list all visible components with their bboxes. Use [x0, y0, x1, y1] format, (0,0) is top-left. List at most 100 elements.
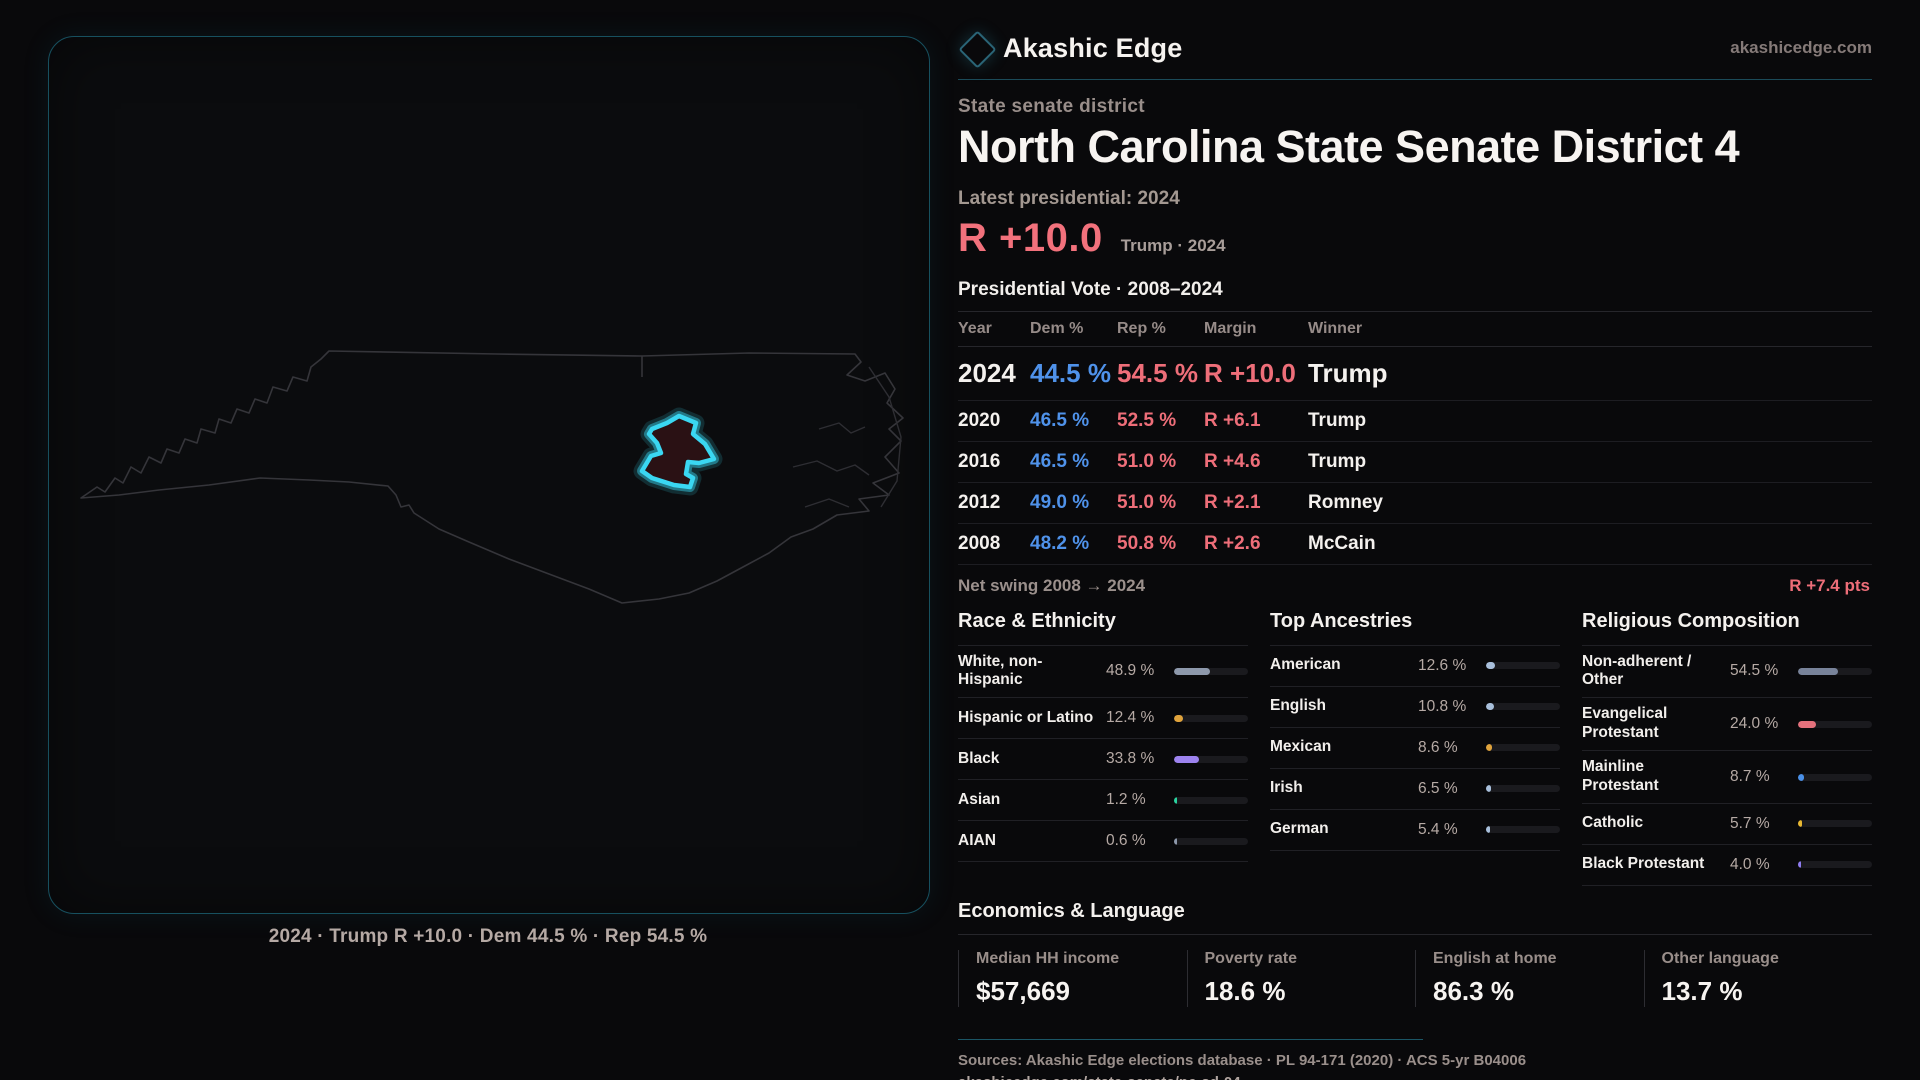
demo-column-race: Race & Ethnicity White, non-Hispanic 48.…: [958, 608, 1248, 886]
table-row: 2016 46.5 % 51.0 % R +4.6 Trump: [958, 442, 1872, 483]
cell-year: 2008: [958, 532, 1001, 554]
cell-year: 2020: [958, 409, 1001, 431]
district-type-eyebrow: State senate district: [958, 96, 1145, 117]
vote-table-title: Presidential Vote · 2008–2024: [958, 278, 1223, 300]
demo-label: English: [1270, 697, 1326, 715]
list-item: Non-adherent / Other 54.5 %: [1582, 646, 1872, 699]
vote-table: Year Dem % Rep % Margin Winner 2024 44.5…: [958, 310, 1872, 565]
cell-rep: 50.8 %: [1117, 532, 1177, 554]
district-detail-panel: Akashic Edge akashicedge.com State senat…: [958, 26, 1872, 1080]
demo-value: 6.5 %: [1418, 779, 1458, 797]
footer-url[interactable]: akashicedge.com/state-senate/nc-sd-04: [958, 1074, 1872, 1080]
demo-label: Hispanic or Latino: [958, 708, 1094, 726]
cell-winner: Trump: [1308, 409, 1367, 431]
domain-link[interactable]: akashicedge.com: [1730, 38, 1872, 57]
list-item: Evangelical Protestant 24.0 %: [1582, 698, 1872, 752]
demo-column-religion: Religious Composition Non-adherent / Oth…: [1582, 608, 1872, 886]
demo-section-title: Top Ancestries: [1270, 609, 1413, 632]
cell-margin: R +4.6: [1204, 450, 1261, 472]
stat-block: Poverty rate 18.6 %: [1186, 949, 1416, 1007]
list-item: Catholic 5.7 %: [1582, 804, 1872, 845]
demo-column-ancestry: Top Ancestries American 12.6 % English 1…: [1270, 608, 1560, 886]
demo-value: 5.4 %: [1418, 820, 1458, 838]
demo-value: 54.5 %: [1730, 662, 1779, 680]
demo-value: 12.6 %: [1418, 656, 1467, 674]
footer-divider: [958, 1038, 1423, 1040]
stat-block: English at home 86.3 %: [1415, 949, 1644, 1007]
cell-rep: 52.5 %: [1117, 409, 1177, 431]
cell-dem: 46.5 %: [1030, 450, 1090, 472]
table-row: 2012 49.0 % 51.0 % R +2.1 Romney: [958, 483, 1872, 524]
footer: Sources: Akashic Edge elections database…: [958, 1038, 1872, 1080]
column-header-margin: Margin: [1204, 319, 1257, 337]
page-title: North Carolina State Senate District 4: [958, 121, 1740, 172]
demo-label: Asian: [958, 790, 1001, 808]
demo-bar: [1174, 837, 1248, 845]
cell-dem: 49.0 %: [1030, 491, 1090, 513]
stat-label: Median HH income: [976, 949, 1120, 967]
cell-rep: 51.0 %: [1117, 491, 1177, 513]
demo-bar: [1798, 720, 1872, 728]
district-shape[interactable]: [633, 407, 723, 496]
cell-margin: R +2.6: [1204, 532, 1261, 554]
demo-bar: [1798, 820, 1872, 828]
demo-section-title: Religious Composition: [1582, 609, 1800, 632]
stat-value: 86.3 %: [1433, 975, 1514, 1006]
cell-dem: 48.2 %: [1030, 532, 1090, 554]
demo-label: German: [1270, 820, 1329, 838]
stat-label: Other language: [1661, 949, 1779, 967]
stat-block: Median HH income $57,669: [958, 949, 1187, 1007]
demo-value: 0.6 %: [1106, 832, 1146, 850]
demo-bar: [1174, 714, 1248, 722]
demo-value: 48.9 %: [1106, 662, 1155, 680]
cell-year: 2024: [958, 357, 1016, 388]
cell-year: 2012: [958, 491, 1001, 513]
demo-label: Mainline Protestant: [1582, 758, 1659, 795]
demo-bar: [1798, 667, 1872, 675]
margin-subtitle: Trump · 2024: [1120, 235, 1226, 255]
column-header-winner: Winner: [1308, 319, 1363, 337]
demo-label: Irish: [1270, 779, 1303, 797]
list-item: Asian 1.2 %: [958, 780, 1248, 822]
list-item: Black 33.8 %: [958, 739, 1248, 781]
demo-label: Black: [958, 749, 1000, 767]
column-header-year: Year: [958, 319, 992, 337]
net-swing-label: Net swing 2008 → 2024: [958, 575, 1146, 595]
list-item: German 5.4 %: [1270, 810, 1560, 851]
cell-dem: 46.5 %: [1030, 409, 1090, 431]
demo-bar: [1486, 662, 1560, 669]
nc-state-map: [80, 350, 904, 604]
margin-value: R +10.0: [958, 215, 1103, 260]
column-header-rep: Rep %: [1117, 319, 1166, 337]
header-divider: [958, 79, 1872, 80]
column-header-dem: Dem %: [1030, 319, 1084, 337]
demo-bar: [1174, 755, 1248, 763]
cell-year: 2016: [958, 450, 1001, 472]
demo-value: 1.2 %: [1106, 791, 1146, 809]
map-panel[interactable]: [48, 36, 930, 914]
demo-bar: [1798, 773, 1872, 781]
net-swing-row: Net swing 2008 → 2024 R +7.4 pts: [958, 565, 1872, 608]
cell-dem: 44.5 %: [1030, 357, 1111, 388]
demo-value: 12.4 %: [1106, 709, 1155, 727]
cell-margin: R +6.1: [1204, 409, 1261, 431]
demo-section-title: Race & Ethnicity: [958, 609, 1116, 632]
demo-label: Catholic: [1582, 814, 1644, 832]
stat-label: English at home: [1433, 949, 1557, 967]
demographics-section: Race & Ethnicity White, non-Hispanic 48.…: [958, 608, 1872, 886]
demo-bar: [1486, 826, 1560, 833]
demo-bar: [1174, 796, 1248, 804]
cell-margin: R +2.1: [1204, 491, 1261, 513]
table-row: 2020 46.5 % 52.5 % R +6.1 Trump: [958, 401, 1872, 442]
stat-value: $57,669: [976, 975, 1070, 1006]
stat-value: 18.6 %: [1204, 975, 1286, 1006]
vote-table-header: Year Dem % Rep % Margin Winner: [958, 310, 1872, 347]
list-item: English 10.8 %: [1270, 687, 1560, 728]
demo-label: AIAN: [958, 831, 996, 849]
demo-label: Evangelical Protestant: [1582, 705, 1668, 742]
cell-winner: Romney: [1308, 491, 1383, 513]
table-row: 2024 44.5 % 54.5 % R +10.0 Trump: [958, 347, 1872, 401]
demo-value: 5.7 %: [1730, 814, 1770, 832]
stat-value: 13.7 %: [1661, 975, 1743, 1006]
